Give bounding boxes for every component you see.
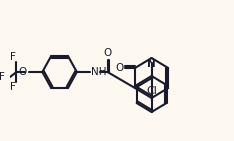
Text: F: F	[0, 72, 5, 82]
Text: O: O	[115, 63, 124, 73]
Text: NH: NH	[91, 67, 107, 77]
Text: O: O	[19, 67, 27, 77]
Text: O: O	[103, 48, 112, 58]
Text: N: N	[147, 59, 156, 69]
Text: F: F	[10, 82, 16, 92]
Text: Cl: Cl	[146, 86, 157, 96]
Text: F: F	[10, 52, 16, 62]
